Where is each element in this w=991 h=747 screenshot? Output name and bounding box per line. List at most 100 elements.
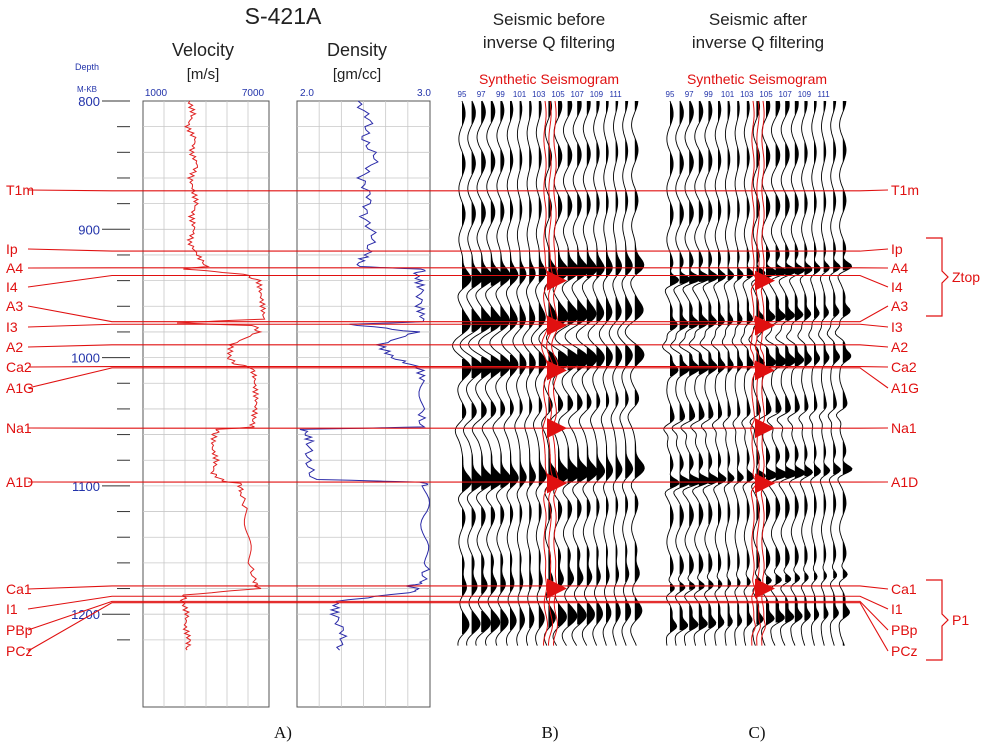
depth-axis: 800 900 1000 1100 1200 xyxy=(71,94,130,641)
seismic-trace-fill xyxy=(689,101,694,125)
seismic-trace-fill xyxy=(766,347,776,369)
depth-tick-label: 800 xyxy=(78,94,100,109)
seismic-trace-fill xyxy=(670,584,675,592)
horizon-label-left: I4 xyxy=(6,279,18,295)
seismic-trace-fill xyxy=(718,551,721,573)
seismic-trace-fill xyxy=(606,347,613,369)
seismic-trace-fill xyxy=(519,399,523,415)
seismic-trace-fill xyxy=(804,545,808,565)
seismic-trace-fill xyxy=(823,343,829,365)
seismic-trace-fill xyxy=(785,143,790,167)
seismic-trace xyxy=(721,100,735,646)
seismic-trace-fill xyxy=(529,549,533,590)
seismic-trace-fill xyxy=(586,443,598,483)
seismic-trace-fill xyxy=(606,243,613,279)
seismic-trace-fill xyxy=(596,191,600,215)
seismic-trace-fill xyxy=(842,389,847,409)
seismic-trace-fill xyxy=(596,245,605,279)
synthetic-peak xyxy=(755,360,775,381)
seismic-trace-fill xyxy=(577,499,582,519)
seismic-trace-fill xyxy=(775,347,787,369)
velocity-axis-min: 1000 xyxy=(145,88,168,99)
seismic-trace-fill xyxy=(490,306,502,332)
seismic-trace-fill xyxy=(558,501,562,521)
seismic-trace-fill xyxy=(634,241,644,275)
seismic-trace-fill xyxy=(766,547,770,569)
seismic-trace-fill xyxy=(596,443,605,481)
seismic-before-panel: 95 97 99 101 103 105 107 109 111 xyxy=(452,90,645,646)
seismic-trace-fill xyxy=(634,101,638,111)
seismic-trace-fill xyxy=(510,101,513,123)
seismic-trace-fill xyxy=(766,145,770,169)
seismic-trace-fill xyxy=(490,101,495,123)
seismic-trace-fill xyxy=(625,439,633,479)
seismic-trace-fill xyxy=(833,391,837,409)
seismic-trace-fill xyxy=(679,201,684,227)
synthetic-peak xyxy=(547,578,567,599)
seismic-trace-fill xyxy=(519,503,522,525)
seismic-trace-fill xyxy=(718,351,725,373)
seismic-trace-fill xyxy=(634,495,638,515)
seismic-trace-fill xyxy=(842,239,852,271)
seismic-trace-fill xyxy=(634,597,642,621)
seismic-trace-fill xyxy=(785,395,791,413)
seismic-trace-fill xyxy=(615,139,618,163)
seismic-trace-fill xyxy=(510,399,514,415)
seismic-trace-fill xyxy=(548,145,552,169)
seismic-trace-fill xyxy=(708,199,712,223)
seismic-trace-fill xyxy=(596,347,605,369)
seismic-trace-fill xyxy=(548,549,553,590)
seismic-trace-fill xyxy=(596,601,603,625)
seismic-trace-fill xyxy=(698,353,709,375)
seismic-trace-fill xyxy=(785,495,790,519)
seismic-trace-fill xyxy=(727,551,730,571)
seismic-trace-fill xyxy=(737,549,740,571)
horizon-label-right: PCz xyxy=(891,643,917,659)
seismic-trace-fill xyxy=(519,147,522,171)
seismic-trace-fill xyxy=(727,601,733,627)
seismic-trace-fill xyxy=(586,101,591,115)
trace-number-label: 105 xyxy=(551,90,565,99)
seismic-trace-fill xyxy=(490,451,503,490)
seismic-trace-fill xyxy=(698,553,703,575)
seismic-trace-fill xyxy=(842,341,851,363)
seismic-trace-fill xyxy=(577,193,582,217)
seismic-trace-fill xyxy=(814,343,820,365)
seismic-trace-fill xyxy=(785,445,797,479)
synthetic-peak xyxy=(755,578,775,599)
seismic-trace-fill xyxy=(708,101,712,123)
seismic-trace-fill xyxy=(615,297,622,321)
seismic-trace-fill xyxy=(814,393,817,411)
seismic-trace-fill xyxy=(727,101,730,121)
seismic-trace-fill xyxy=(471,611,481,635)
seismic-trace-fill xyxy=(529,353,536,375)
trace-number-label: 97 xyxy=(685,90,694,99)
horizon-line xyxy=(27,585,889,590)
seismic-trace-fill xyxy=(558,247,569,282)
log-grid xyxy=(143,101,430,707)
seismic-trace-fill xyxy=(737,449,744,483)
horizon-label-right: T1m xyxy=(891,182,919,198)
horizon-label-left: A1G xyxy=(6,380,34,396)
seismic-trace-fill xyxy=(462,403,466,419)
trace-number-label: 109 xyxy=(798,90,812,99)
seismic-trace-fill xyxy=(510,505,513,525)
seismic-trace-fill xyxy=(471,507,476,529)
seismic-trace-fill xyxy=(823,291,829,319)
synthetic-peak xyxy=(547,315,567,336)
seismic-trace-fill xyxy=(529,447,536,486)
seismic-trace-fill xyxy=(538,605,545,629)
seismic-trace-fill xyxy=(823,241,830,273)
seismic-trace-fill xyxy=(842,591,850,619)
seismic-trace-fill xyxy=(558,145,562,169)
trace-number-label: 99 xyxy=(704,90,713,99)
seismic-trace-fill xyxy=(804,343,812,367)
seismic-trace-fill xyxy=(615,391,619,407)
seismic-trace-fill xyxy=(615,345,622,367)
seismic-trace-fill xyxy=(481,611,491,633)
seismic-trace-fill xyxy=(577,545,583,586)
seismic-trace xyxy=(834,100,853,646)
seismic-after-title-2: inverse Q filtering xyxy=(692,33,824,52)
seismic-trace-fill xyxy=(842,441,852,475)
seismic-trace-fill xyxy=(586,141,591,167)
